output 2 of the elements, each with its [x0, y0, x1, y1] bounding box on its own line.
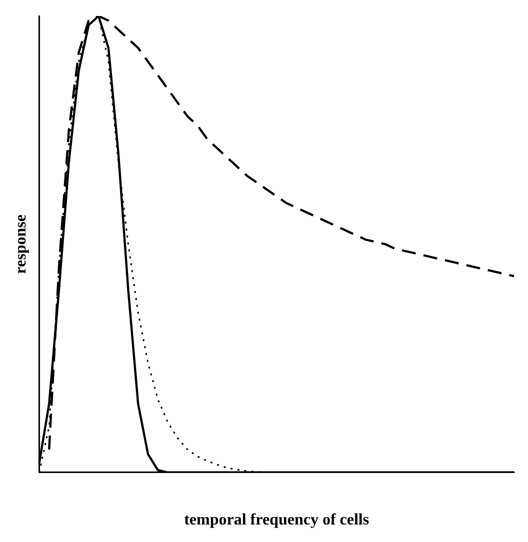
- y-axis-title: response: [12, 214, 30, 274]
- x-axis-title: temporal frequency of cells: [184, 512, 370, 529]
